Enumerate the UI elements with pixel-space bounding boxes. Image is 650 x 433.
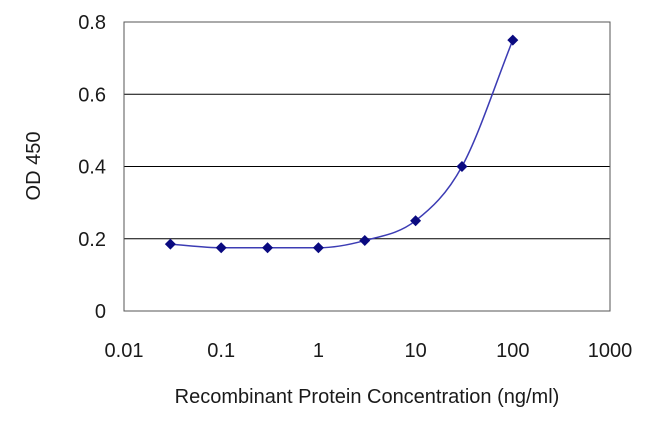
x-tick-label: 10 xyxy=(404,340,426,362)
data-point xyxy=(215,242,227,254)
y-tick-label: 0.4 xyxy=(78,157,106,179)
data-point xyxy=(410,215,422,227)
data-point xyxy=(507,34,519,46)
x-tick-label: 1000 xyxy=(588,340,633,362)
data-point xyxy=(312,242,324,254)
data-point xyxy=(262,242,274,254)
x-tick-label: 1 xyxy=(313,340,324,362)
y-tick-label: 0.8 xyxy=(78,12,106,34)
y-axis-title: OD 450 xyxy=(23,132,45,201)
x-tick-label: 0.1 xyxy=(207,340,235,362)
y-tick-label: 0 xyxy=(95,301,106,323)
plot-area xyxy=(123,21,611,312)
data-points xyxy=(164,34,519,254)
gridlines xyxy=(124,93,610,240)
x-tick-label: 100 xyxy=(496,340,529,362)
y-tick-label: 0.6 xyxy=(78,84,106,106)
y-axis-tick-labels: 0 0.2 0.4 0.6 0.8 xyxy=(78,12,106,323)
fitted-curve xyxy=(170,39,514,249)
data-point xyxy=(164,238,176,250)
x-tick-label: 0.01 xyxy=(105,340,144,362)
y-tick-label: 0.2 xyxy=(78,229,106,251)
data-point xyxy=(359,235,371,247)
x-axis-title: Recombinant Protein Concentration (ng/ml… xyxy=(175,386,560,408)
x-axis-tick-labels: 0.01 0.1 1 10 100 1000 xyxy=(105,340,633,362)
data-point xyxy=(456,161,468,172)
